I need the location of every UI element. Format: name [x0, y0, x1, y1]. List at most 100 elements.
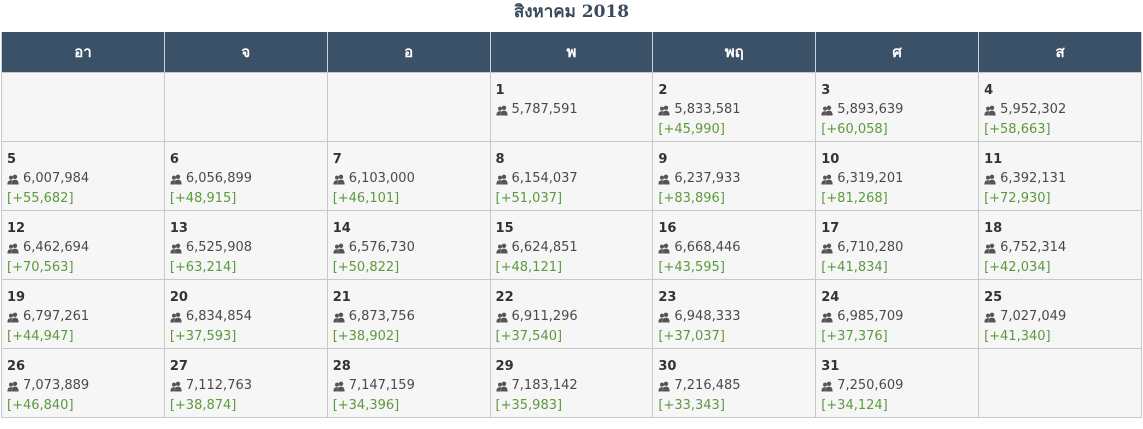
user-delta: [+81,268] [821, 191, 888, 206]
user-delta: [+72,930] [984, 191, 1051, 206]
calendar-day-cell: 27 7,112,763 [+38,874] [163, 348, 328, 418]
day-number: 3 [821, 83, 831, 98]
calendar-day-cell: 24 6,985,709 [+37,376] [815, 279, 980, 349]
user-total: 6,752,314 [984, 238, 1136, 258]
day-number: 17 [821, 221, 840, 236]
users-icon [658, 312, 670, 323]
calendar-day-cell: 4 5,952,302 [+58,663] [978, 72, 1142, 142]
calendar-day-cell: 29 7,183,142 [+35,983] [489, 348, 654, 418]
user-delta: [+60,058] [821, 122, 888, 137]
calendar-day-cell: 18 6,752,314 [+42,034] [978, 210, 1142, 280]
user-delta: [+83,896] [658, 191, 725, 206]
user-total-value: 7,112,763 [185, 378, 253, 393]
day-number: 24 [821, 290, 840, 305]
calendar-day-cell: 25 7,027,049 [+41,340] [978, 279, 1142, 349]
users-icon [495, 312, 508, 323]
user-total-value: 6,103,000 [348, 171, 415, 186]
user-total: 6,834,854 [170, 307, 322, 327]
day-number: 1 [495, 83, 505, 98]
user-total-value: 7,183,142 [511, 378, 578, 393]
calendar-body: 1 5,787,591 2 5,833,581 [+45,990] 3 5,893,639 [… [1, 72, 1142, 418]
calendar-day-cell: 26 7,073,889 [+46,840] [1, 348, 165, 418]
user-delta: [+43,595] [658, 260, 725, 275]
users-icon [821, 174, 833, 185]
user-total-value: 6,392,131 [1000, 171, 1067, 186]
users-icon [495, 174, 508, 185]
users-icon [658, 105, 670, 116]
weekday-header: จ [163, 32, 328, 73]
user-total-value: 7,073,889 [23, 378, 90, 393]
weekday-header: ส [978, 32, 1142, 73]
day-number: 15 [495, 221, 514, 236]
user-total: 5,893,639 [821, 100, 973, 120]
calendar-week-row: 26 7,073,889 [+46,840] 27 7,112,763 [+38,874]… [1, 348, 1142, 418]
users-icon [495, 105, 508, 116]
user-total-value: 7,216,485 [674, 378, 741, 393]
calendar-empty-cell [326, 72, 491, 142]
calendar-day-cell: 5 6,007,984 [+55,682] [1, 141, 165, 211]
user-delta: [+48,915] [169, 191, 237, 206]
day-number: 7 [332, 152, 342, 167]
calendar-day-cell: 15 6,624,851 [+48,121] [489, 210, 654, 280]
user-total-value: 6,797,261 [23, 309, 90, 324]
user-total-value: 6,834,854 [185, 309, 253, 324]
user-delta: [+37,593] [169, 329, 237, 344]
weekday-header-row: อา จ อ พ พฤ ศ ส [1, 32, 1142, 73]
user-total: 6,319,201 [821, 169, 973, 189]
user-delta: [+41,340] [984, 329, 1051, 344]
users-icon [170, 381, 182, 392]
day-number: 16 [658, 221, 677, 236]
day-number: 26 [7, 359, 26, 374]
user-delta: [+58,663] [984, 122, 1051, 137]
calendar-week-row: 1 5,787,591 2 5,833,581 [+45,990] 3 5,893,639 [… [1, 72, 1142, 142]
user-total: 6,668,446 [658, 238, 810, 258]
day-number: 8 [495, 152, 505, 167]
user-total-value: 5,952,302 [1000, 102, 1067, 117]
user-delta: [+34,124] [821, 398, 888, 413]
user-total-value: 6,668,446 [674, 240, 741, 255]
users-icon [333, 381, 345, 392]
user-total-value: 7,027,049 [1000, 309, 1067, 324]
users-icon [821, 105, 833, 116]
user-total: 6,911,296 [495, 307, 648, 327]
calendar-day-cell: 16 6,668,446 [+43,595] [652, 210, 817, 280]
user-total: 7,147,159 [333, 376, 485, 396]
users-icon [495, 243, 508, 254]
calendar-day-cell: 21 6,873,756 [+38,902] [326, 279, 491, 349]
user-delta: [+55,682] [7, 191, 74, 206]
day-number: 23 [658, 290, 677, 305]
user-total: 7,250,609 [821, 376, 973, 396]
users-icon [984, 174, 996, 185]
calendar-day-cell: 31 7,250,609 [+34,124] [815, 348, 980, 418]
user-total-value: 6,154,037 [511, 171, 578, 186]
user-total-value: 6,056,899 [185, 171, 253, 186]
day-number: 11 [984, 152, 1003, 167]
user-total-value: 7,147,159 [348, 378, 415, 393]
user-total: 6,462,694 [7, 238, 159, 258]
weekday-header: อา [1, 32, 165, 73]
calendar-day-cell: 11 6,392,131 [+72,930] [978, 141, 1142, 211]
calendar-day-cell: 12 6,462,694 [+70,563] [1, 210, 165, 280]
user-total: 6,710,280 [821, 238, 973, 258]
user-delta: [+38,902] [332, 329, 400, 344]
calendar-day-cell: 19 6,797,261 [+44,947] [1, 279, 165, 349]
calendar-day-cell: 17 6,710,280 [+41,834] [815, 210, 980, 280]
user-total-value: 5,893,639 [837, 102, 904, 117]
users-icon [7, 312, 19, 323]
day-number: 27 [169, 359, 188, 374]
user-total-value: 6,525,908 [185, 240, 253, 255]
user-total-value: 6,624,851 [511, 240, 578, 255]
calendar-title: สิงหาคม 2018 [513, 2, 630, 22]
weekday-header: อ [326, 32, 491, 73]
user-delta: [+37,376] [821, 329, 888, 344]
user-total: 6,985,709 [821, 307, 973, 327]
user-total: 5,833,581 [658, 100, 810, 120]
user-delta: [+50,822] [332, 260, 400, 275]
user-total: 6,103,000 [333, 169, 485, 189]
user-total-value: 6,462,694 [23, 240, 90, 255]
users-icon [984, 312, 996, 323]
user-delta: [+70,563] [7, 260, 74, 275]
users-icon [333, 174, 345, 185]
user-total-value: 6,576,730 [348, 240, 415, 255]
user-total-value: 7,250,609 [837, 378, 904, 393]
